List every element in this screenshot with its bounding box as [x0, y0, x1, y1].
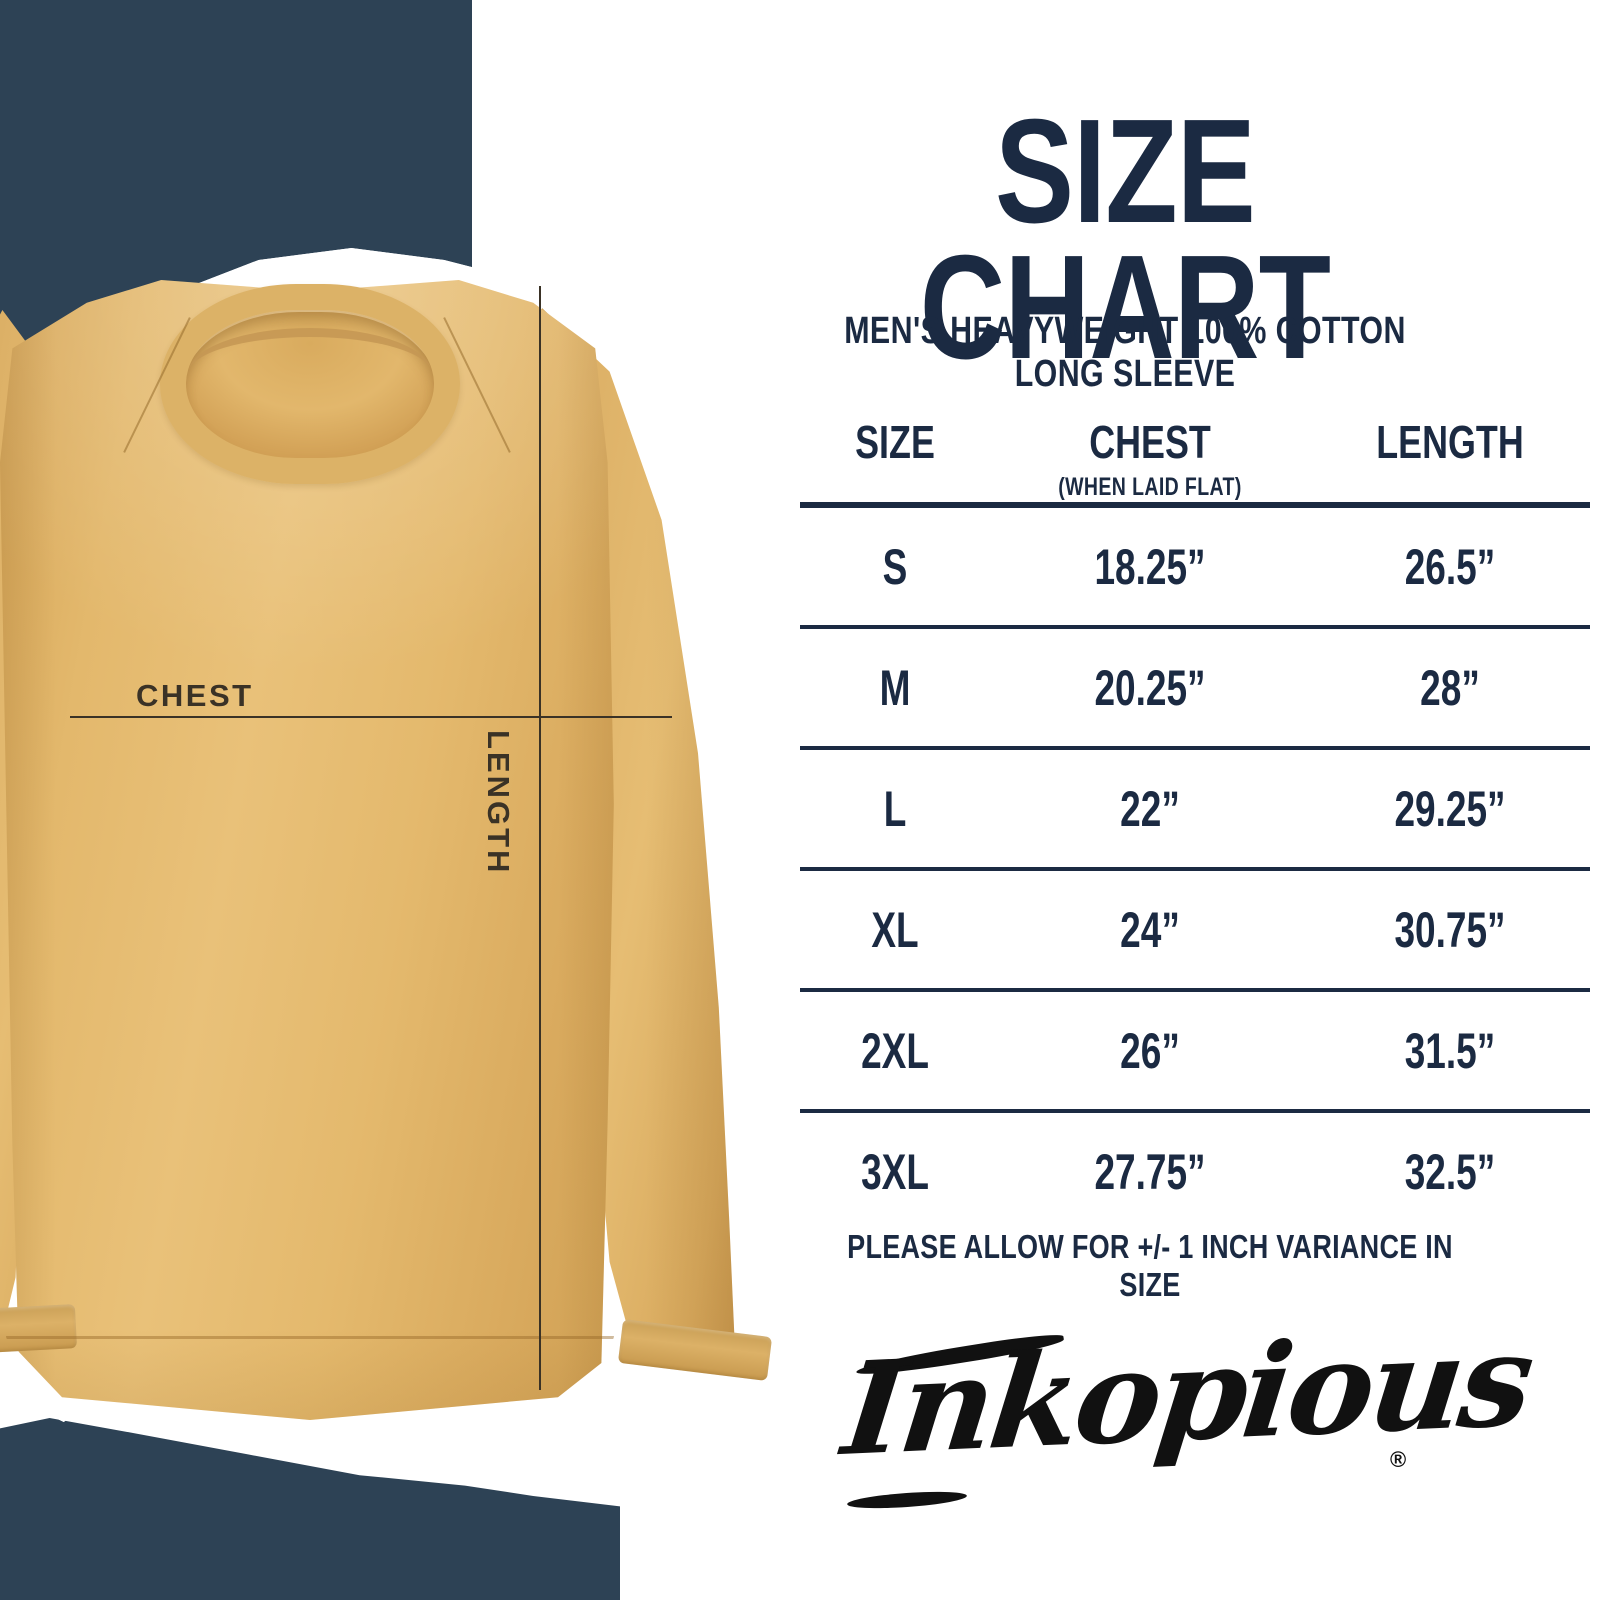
table-row-divider [800, 1109, 1590, 1113]
page-subtitle: MEN'S HEAVYWEIGHT 100% COTTON LONG SLEEV… [844, 310, 1406, 395]
registered-trademark-icon: ® [1390, 1447, 1407, 1472]
cell-size: 3XL [861, 1143, 929, 1200]
shirt-bottom-hem [6, 1336, 614, 1376]
table-row: 2XL 26” 31.5” [800, 992, 1590, 1109]
shirt-body [0, 280, 614, 1420]
cell-size: S [882, 538, 908, 595]
column-header-length: LENGTH [1376, 416, 1524, 468]
cell-size: M [879, 659, 911, 716]
chest-measure-label: CHEST [136, 678, 254, 713]
table-row: 3XL 27.75” 32.5” [800, 1113, 1590, 1230]
cell-chest: 24” [1120, 901, 1180, 958]
cell-length: 31.5” [1404, 1022, 1496, 1079]
cell-size: 2XL [861, 1022, 929, 1079]
table-row-divider [800, 988, 1590, 992]
page-title: SIZE CHART [919, 89, 1331, 391]
cell-length: 28” [1420, 659, 1480, 716]
table-row-divider [800, 746, 1590, 750]
length-measure-line [539, 286, 541, 1390]
chart-content-column: SIZE CHART MEN'S HEAVYWEIGHT 100% COTTON… [700, 0, 1600, 1600]
size-table: SIZE CHEST (WHEN LAID FLAT) LENGTH S 18.… [800, 415, 1590, 1230]
cell-length: 26.5” [1404, 538, 1496, 595]
column-header-chest-note: (WHEN LAID FLAT) [1058, 473, 1242, 501]
cell-size: L [883, 780, 907, 837]
size-table-header-row: SIZE CHEST (WHEN LAID FLAT) LENGTH [800, 415, 1590, 502]
shirt-neck-tape [188, 328, 432, 374]
cell-chest: 26” [1120, 1022, 1180, 1079]
table-row: L 22” 29.25” [800, 750, 1590, 867]
length-measure-label: LENGTH [481, 730, 516, 876]
logo-brush-stroke-bottom [846, 1488, 968, 1512]
cell-chest: 27.75” [1094, 1143, 1206, 1200]
shirt-collar-rib [160, 284, 460, 484]
table-header-divider [800, 502, 1590, 508]
size-variance-note: PLEASE ALLOW FOR +/- 1 INCH VARIANCE IN … [847, 1228, 1453, 1303]
table-row: S 18.25” 26.5” [800, 508, 1590, 625]
column-header-chest: CHEST (WHEN LAID FLAT) [1025, 415, 1275, 502]
table-row-divider [800, 625, 1590, 629]
table-row: XL 24” 30.75” [800, 871, 1590, 988]
column-header-chest-text: CHEST [1089, 416, 1211, 468]
brand-logo: Inkopious ® [836, 1305, 1537, 1540]
cell-length: 29.25” [1394, 780, 1506, 837]
cell-chest: 22” [1120, 780, 1180, 837]
cell-size: XL [871, 901, 919, 958]
column-header-size: SIZE [855, 416, 935, 468]
cell-length: 30.75” [1394, 901, 1506, 958]
cell-length: 32.5” [1404, 1143, 1496, 1200]
cell-chest: 18.25” [1094, 538, 1206, 595]
table-row-divider [800, 867, 1590, 871]
product-photo-long-sleeve-shirt [0, 250, 820, 1420]
chest-measure-line [70, 716, 672, 718]
brand-logo-wordmark: Inkopious [836, 1305, 1538, 1485]
cell-chest: 20.25” [1094, 659, 1206, 716]
table-row: M 20.25” 28” [800, 629, 1590, 746]
